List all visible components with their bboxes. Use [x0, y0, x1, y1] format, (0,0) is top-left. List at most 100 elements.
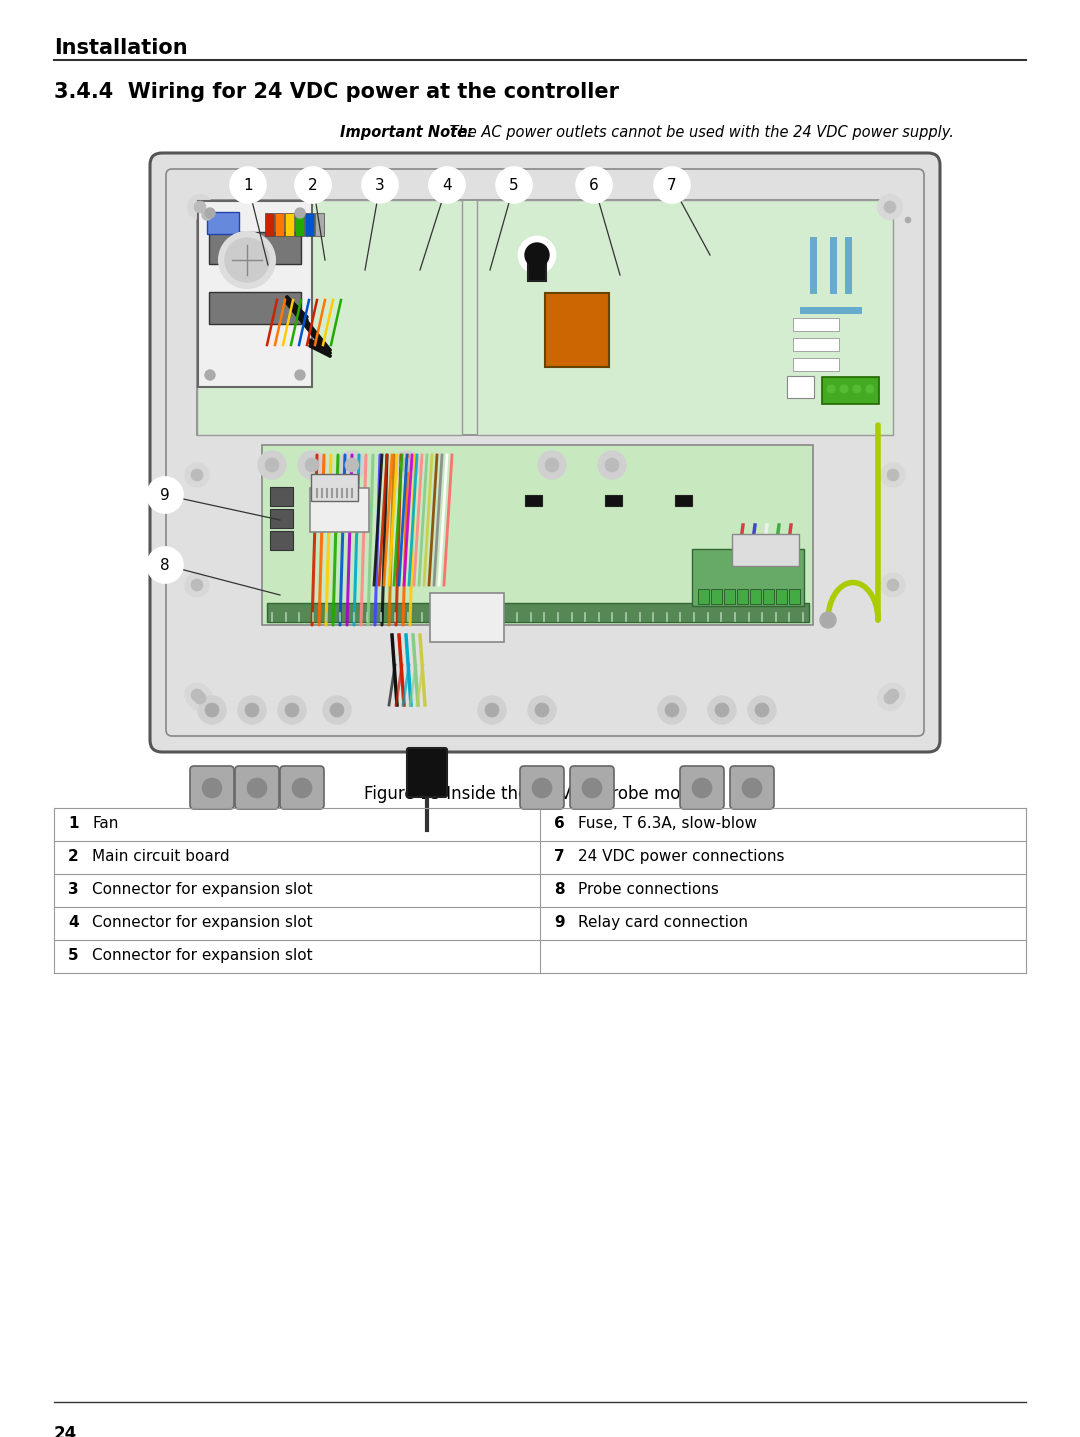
FancyBboxPatch shape [210, 292, 301, 323]
Text: 7: 7 [667, 178, 677, 193]
FancyBboxPatch shape [732, 535, 799, 566]
Circle shape [881, 683, 905, 707]
FancyBboxPatch shape [305, 213, 313, 236]
Text: Probe connections: Probe connections [578, 882, 719, 897]
FancyBboxPatch shape [430, 593, 504, 642]
Circle shape [658, 696, 686, 724]
Text: 8: 8 [554, 882, 565, 897]
Circle shape [654, 167, 690, 203]
FancyBboxPatch shape [680, 766, 724, 809]
Text: 4: 4 [442, 178, 451, 193]
Text: 24: 24 [54, 1426, 78, 1437]
Text: 6: 6 [554, 816, 565, 831]
Circle shape [188, 195, 212, 218]
FancyBboxPatch shape [280, 766, 324, 809]
FancyBboxPatch shape [267, 602, 809, 621]
Circle shape [338, 451, 366, 479]
FancyBboxPatch shape [822, 376, 879, 404]
Circle shape [230, 167, 266, 203]
Circle shape [885, 693, 896, 704]
Circle shape [429, 167, 465, 203]
Circle shape [323, 696, 351, 724]
Circle shape [878, 685, 902, 710]
Circle shape [225, 239, 269, 282]
Circle shape [185, 683, 210, 707]
Circle shape [298, 451, 326, 479]
Text: Connector for expansion slot: Connector for expansion slot [92, 948, 312, 963]
FancyBboxPatch shape [692, 549, 804, 606]
Text: 3: 3 [68, 882, 79, 897]
Circle shape [881, 573, 905, 596]
Text: 1: 1 [68, 816, 79, 831]
Circle shape [202, 777, 222, 798]
Circle shape [905, 217, 912, 223]
Circle shape [887, 688, 899, 701]
FancyBboxPatch shape [311, 474, 357, 502]
Circle shape [755, 703, 769, 717]
Text: 24 VDC power connections: 24 VDC power connections [578, 849, 784, 864]
FancyBboxPatch shape [270, 487, 293, 506]
FancyBboxPatch shape [270, 509, 293, 527]
Circle shape [576, 167, 612, 203]
Circle shape [881, 463, 905, 487]
Circle shape [295, 208, 305, 218]
Text: Fan: Fan [92, 816, 119, 831]
Text: Main circuit board: Main circuit board [92, 849, 230, 864]
FancyBboxPatch shape [762, 589, 773, 604]
Circle shape [582, 777, 602, 798]
FancyBboxPatch shape [262, 445, 813, 625]
Circle shape [345, 458, 359, 471]
Circle shape [820, 612, 836, 628]
Circle shape [887, 579, 899, 591]
Circle shape [840, 385, 848, 392]
Circle shape [295, 167, 330, 203]
Circle shape [665, 703, 679, 717]
FancyBboxPatch shape [235, 766, 279, 809]
Circle shape [147, 547, 183, 583]
FancyBboxPatch shape [711, 589, 721, 604]
FancyBboxPatch shape [605, 494, 621, 506]
Text: 2: 2 [68, 849, 79, 864]
Circle shape [305, 458, 319, 471]
Circle shape [715, 703, 729, 717]
FancyBboxPatch shape [265, 213, 273, 236]
Circle shape [742, 777, 762, 798]
FancyBboxPatch shape [793, 358, 838, 371]
Text: 3: 3 [375, 178, 384, 193]
FancyBboxPatch shape [724, 589, 734, 604]
Circle shape [528, 696, 556, 724]
FancyBboxPatch shape [210, 231, 301, 264]
FancyBboxPatch shape [793, 318, 838, 331]
Text: Figure 15 Inside the 24 VDC probe module: Figure 15 Inside the 24 VDC probe module [364, 785, 716, 803]
Circle shape [191, 688, 203, 701]
Circle shape [191, 468, 203, 481]
Circle shape [292, 777, 312, 798]
Circle shape [535, 703, 549, 717]
FancyBboxPatch shape [274, 213, 283, 236]
FancyBboxPatch shape [295, 213, 303, 236]
Circle shape [887, 468, 899, 481]
Text: Connector for expansion slot: Connector for expansion slot [92, 915, 312, 930]
FancyBboxPatch shape [207, 213, 239, 234]
Circle shape [205, 703, 219, 717]
Circle shape [827, 385, 835, 392]
FancyBboxPatch shape [787, 376, 814, 398]
Text: 9: 9 [160, 487, 170, 503]
Circle shape [188, 685, 212, 710]
Circle shape [532, 777, 552, 798]
Circle shape [185, 463, 210, 487]
Text: Connector for expansion slot: Connector for expansion slot [92, 882, 312, 897]
Circle shape [598, 451, 626, 479]
FancyBboxPatch shape [788, 589, 799, 604]
Circle shape [519, 237, 555, 273]
Circle shape [605, 458, 619, 471]
Circle shape [393, 451, 421, 479]
Text: 2: 2 [308, 178, 318, 193]
FancyBboxPatch shape [698, 589, 708, 604]
FancyBboxPatch shape [197, 200, 893, 435]
FancyBboxPatch shape [284, 213, 294, 236]
Circle shape [265, 458, 279, 471]
FancyBboxPatch shape [190, 766, 234, 809]
Circle shape [692, 777, 712, 798]
Circle shape [205, 369, 215, 379]
